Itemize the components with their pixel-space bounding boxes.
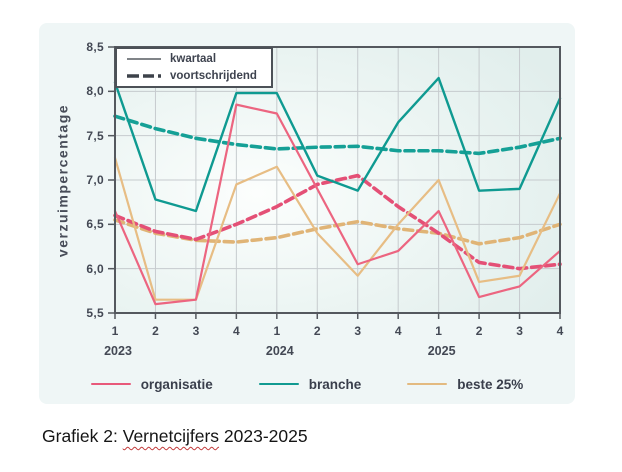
year-label: 2024	[265, 344, 294, 358]
chart-plot-area	[108, 46, 562, 319]
series-legend-item-organisatie: organisatie	[90, 376, 213, 392]
year-label: 2025	[427, 344, 456, 358]
x-tick-label: 2	[475, 324, 483, 338]
legend-label-voortschrijdend: voortschrijdend	[170, 70, 257, 82]
year-label: 2023	[104, 344, 132, 358]
series-legend-item-branche: branche	[258, 376, 362, 392]
series-color-line-icon	[407, 382, 448, 386]
x-tick-label: 1	[435, 324, 442, 338]
x-tick-label: 4	[394, 324, 402, 338]
y-tick-label: 8,0	[86, 84, 104, 99]
y-tick-label: 7,5	[86, 128, 104, 143]
series-line-branche-kwartaal	[113, 76, 562, 213]
series-line-organisatie-kwartaal	[113, 103, 562, 306]
x-tick-label: 3	[516, 324, 523, 338]
series-legend-label: organisatie	[140, 376, 213, 392]
line-style-legend: kwartaal voortschrijdend	[115, 47, 273, 88]
series-line-branche-voortschrijdend	[113, 114, 562, 156]
series-legend-item-beste-25-: beste 25%	[407, 377, 523, 392]
x-tick-label: 3	[354, 324, 362, 338]
series-line-organisatie-voortschrijdend	[113, 173, 562, 271]
x-tick-label: 4	[556, 324, 564, 338]
x-tick-label: 1	[273, 324, 281, 338]
solid-line-sample-icon	[127, 58, 161, 60]
caption-prefix: Grafiek 2:	[42, 426, 123, 446]
y-tick-label: 7,0	[86, 173, 104, 187]
y-tick-label: 6,5	[86, 217, 104, 232]
series-legend: organisatie branche beste 25%	[39, 372, 575, 396]
series-color-line-icon	[90, 382, 131, 386]
figure-caption: Grafiek 2: Vernetcijfers 2023-2025	[42, 426, 308, 447]
legend-row-voortschrijdend: voortschrijdend	[126, 69, 271, 83]
dashed-line-sample-icon	[127, 74, 161, 78]
legend-row-kwartaal: kwartaal	[126, 52, 271, 66]
y-tick-label: 5,5	[86, 306, 104, 320]
series-color-line-icon	[258, 382, 299, 386]
x-tick-label: 1	[111, 324, 119, 338]
caption-misspelled-word: Vernetcijfers	[122, 426, 220, 446]
legend-label-kwartaal: kwartaal	[170, 53, 217, 65]
x-tick-label: 3	[192, 324, 200, 338]
x-tick-label: 2	[313, 324, 321, 338]
series-legend-label: beste 25%	[457, 376, 524, 392]
caption-suffix: 2023-2025	[219, 426, 308, 446]
y-tick-label: 8,5	[86, 40, 104, 54]
x-tick-label: 2	[152, 324, 159, 338]
series-legend-label: branche	[308, 376, 362, 392]
plot-border	[114, 46, 561, 314]
x-tick-label: 4	[233, 324, 240, 338]
y-tick-label: 6,0	[86, 261, 104, 276]
